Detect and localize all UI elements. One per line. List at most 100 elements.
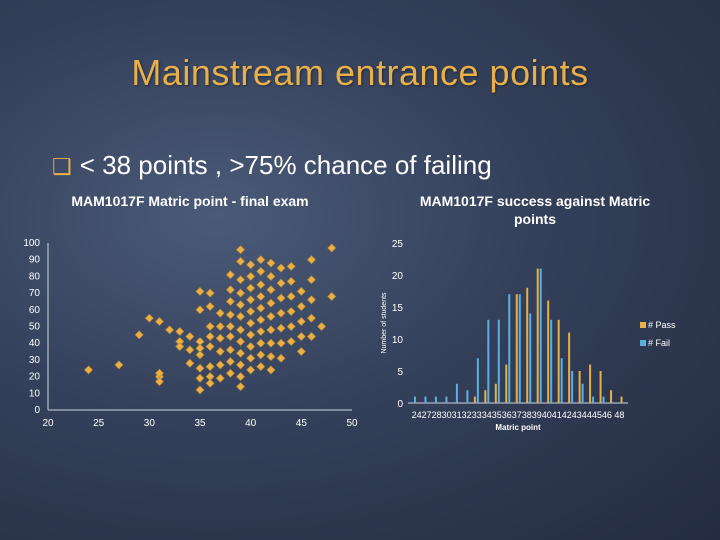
bar-fail [487, 319, 490, 403]
scatter-point [225, 297, 235, 306]
scatter-point [205, 302, 215, 311]
legend-label: # Pass [648, 320, 676, 330]
bar-x-axis-label: Matric point [495, 423, 541, 432]
scatter-point [276, 293, 286, 303]
bar-fail [455, 383, 458, 403]
scatter-point [215, 308, 225, 318]
scatter-y-tick-label: 10 [29, 388, 41, 399]
scatter-point [236, 337, 245, 346]
scatter-point [266, 298, 276, 308]
bar-y-axis-label: Number of students [381, 292, 388, 354]
scatter-point [175, 327, 185, 336]
scatter-point [225, 368, 235, 378]
bar-fail [466, 390, 469, 403]
scatter-point [195, 350, 205, 360]
scatter-chart-title: MAM1017F Matric point - final exam [71, 193, 309, 209]
scatter-point [225, 310, 235, 320]
bar-fail [476, 358, 479, 403]
bar-fail [497, 319, 500, 403]
scatter-point [236, 325, 245, 335]
scatter-point [286, 292, 296, 301]
bar-fail [571, 371, 574, 403]
scatter-point [236, 288, 245, 298]
scatter-x-tick-label: 25 [93, 418, 105, 429]
scatter-x-tick-label: 20 [42, 418, 54, 429]
scatter-point [185, 345, 195, 355]
scatter-point [144, 313, 154, 323]
scatter-point [225, 357, 235, 366]
bar-fail [592, 396, 595, 403]
scatter-point [205, 342, 215, 351]
scatter-point [215, 373, 225, 383]
scatter-point [256, 350, 266, 360]
bar-pass [599, 371, 602, 403]
scatter-point [246, 342, 256, 351]
scatter-point [225, 285, 235, 295]
scatter-point [296, 332, 306, 341]
scatter-point [114, 360, 124, 370]
scatter-point [236, 360, 245, 370]
bar-pass [473, 396, 476, 403]
bar-fail [529, 313, 532, 403]
bar-y-tick-label: 20 [392, 271, 404, 282]
scatter-point [296, 302, 306, 311]
bar-pass [505, 364, 508, 403]
scatter-point [276, 308, 286, 318]
scatter-point [266, 325, 276, 335]
scatter-point [246, 318, 256, 328]
scatter-point [195, 287, 205, 296]
scatter-point [286, 276, 296, 286]
scatter-point [256, 255, 266, 265]
bar-pass [610, 390, 613, 403]
bar-fail [550, 319, 553, 403]
scatter-point [327, 243, 337, 253]
scatter-point [256, 327, 266, 336]
scatter-point [165, 325, 175, 335]
scatter-y-tick-label: 0 [34, 405, 40, 416]
bar-y-tick-label: 25 [392, 239, 404, 250]
scatter-point [246, 307, 256, 316]
bar-pass [568, 332, 571, 403]
scatter-point [236, 348, 245, 358]
slide-title: Mainstream entrance points [131, 52, 589, 93]
bar-pass [494, 383, 497, 403]
scatter-point [307, 275, 316, 285]
scatter-point [236, 256, 245, 266]
scatter-point [276, 263, 286, 273]
bullet-point: ❑ < 38 points , >75% chance of failing [52, 150, 492, 181]
bar-fail [434, 396, 437, 403]
scatter-y-tick-label: 60 [29, 305, 41, 316]
scatter-point [286, 322, 296, 331]
bar-fail [602, 396, 605, 403]
scatter-point [205, 288, 215, 298]
scatter-point [286, 261, 296, 271]
scatter-y-tick-label: 90 [29, 255, 41, 266]
scatter-point [276, 278, 286, 288]
scatter-point [256, 315, 266, 325]
scatter-point [236, 275, 245, 285]
bar-pass [484, 390, 487, 403]
bar-fail [424, 396, 427, 403]
scatter-point [185, 358, 195, 368]
scatter-point [256, 292, 266, 301]
scatter-point [236, 245, 245, 255]
scatter-y-tick-label: 80 [29, 271, 41, 282]
bar-pass [526, 287, 529, 403]
scatter-point [256, 303, 266, 313]
bar-pass [589, 364, 592, 403]
scatter-point [286, 337, 296, 346]
bar-fail [539, 268, 542, 403]
scatter-point [215, 333, 225, 343]
scatter-point [256, 280, 266, 290]
scatter-point [256, 266, 266, 276]
scatter-point [266, 258, 276, 268]
scatter-point [307, 332, 316, 341]
scatter-y-tick-label: 50 [29, 322, 41, 333]
scatter-point [327, 292, 337, 301]
scatter-point [236, 382, 245, 392]
scatter-point [266, 312, 276, 321]
scatter-point [205, 332, 215, 341]
scatter-point [296, 287, 306, 296]
scatter-y-tick-label: 70 [29, 288, 41, 299]
scatter-point [205, 378, 215, 388]
